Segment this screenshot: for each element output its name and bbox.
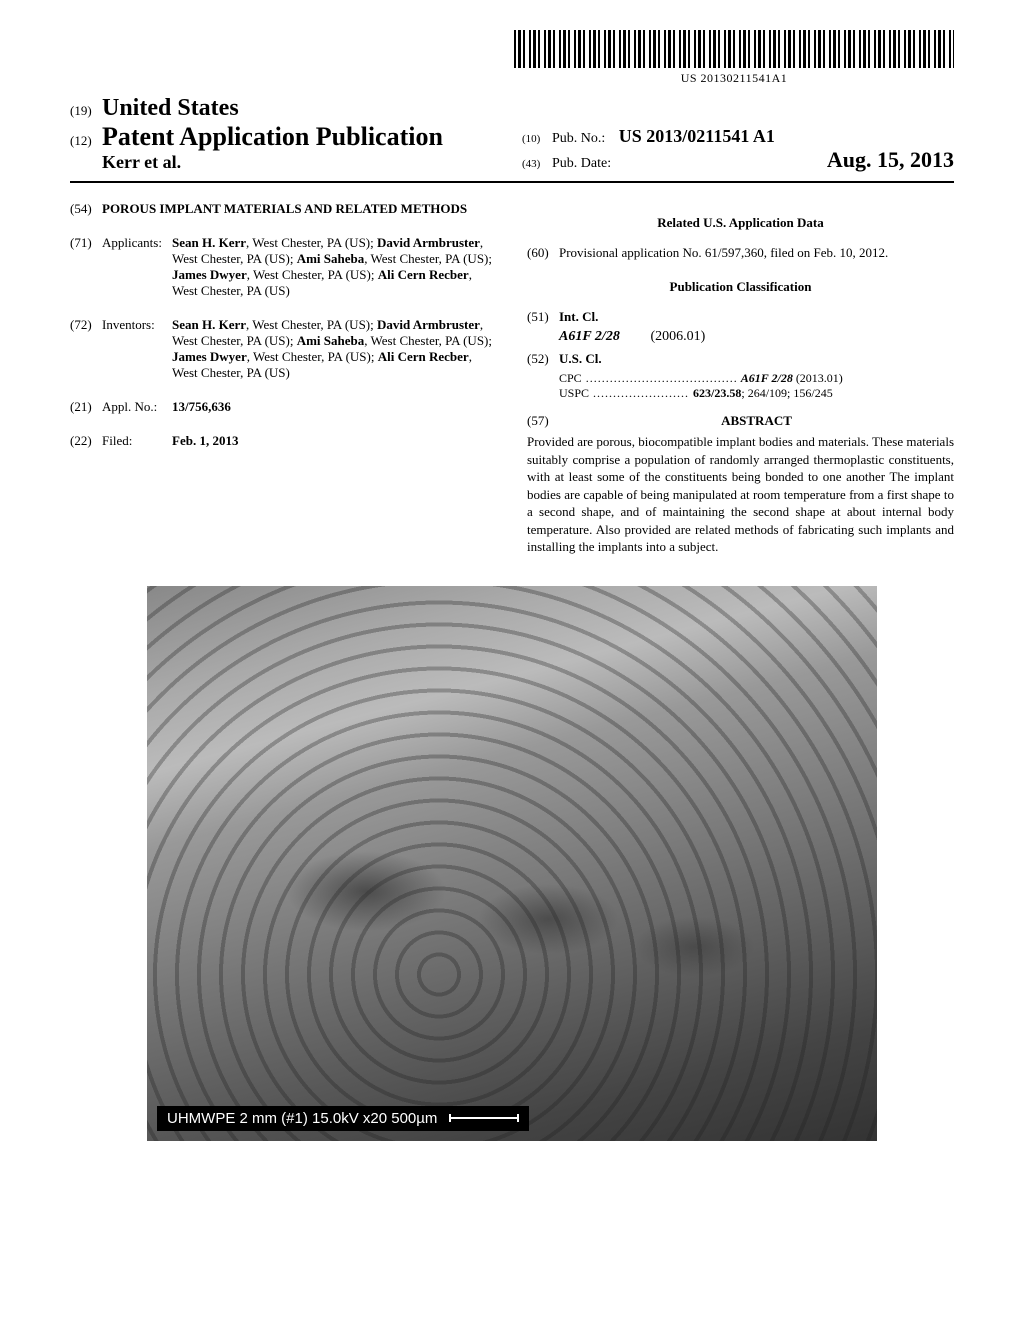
uspc-dots: ........................ <box>589 386 693 400</box>
us-cl-label: U.S. Cl. <box>559 351 602 367</box>
content-columns: (54) POROUS IMPLANT MATERIALS AND RELATE… <box>70 201 954 556</box>
int-cl-row: (51) Int. Cl. <box>527 309 954 325</box>
header-section: (19)United States (12)Patent Application… <box>70 95 954 183</box>
cpc-value: A61F 2/28 <box>741 371 793 385</box>
pub-date-value: Aug. 15, 2013 <box>827 147 954 173</box>
header-left: (19)United States (12)Patent Application… <box>70 95 502 173</box>
pub-no-value: US 2013/0211541 A1 <box>619 126 775 146</box>
appl-no-value: 13/756,636 <box>172 399 497 415</box>
applicants-list: Sean H. Kerr, West Chester, PA (US); Dav… <box>172 235 497 299</box>
pub-date-number: (43) <box>522 158 552 170</box>
appl-no-row: (21) Appl. No.: 13/756,636 <box>70 399 497 415</box>
filed-label: Filed: <box>102 433 172 449</box>
country-name: United States <box>102 95 239 121</box>
uspc-line: USPC ........................ 623/23.58;… <box>527 386 954 401</box>
pub-date-label: Pub. Date: <box>552 156 611 171</box>
barcode-bars <box>514 30 954 68</box>
uspc-prefix: USPC <box>559 386 589 400</box>
patent-title: POROUS IMPLANT MATERIALS AND RELATED MET… <box>102 201 497 217</box>
inventors-num: (72) <box>70 317 102 381</box>
filed-num: (22) <box>70 433 102 449</box>
inventors-list: Sean H. Kerr, West Chester, PA (US); Dav… <box>172 317 497 381</box>
filed-value: Feb. 1, 2013 <box>172 433 497 449</box>
uspc-value: 623/23.58 <box>693 386 741 400</box>
title-row: (54) POROUS IMPLANT MATERIALS AND RELATE… <box>70 201 497 217</box>
pub-no-number: (10) <box>522 133 552 145</box>
title-num: (54) <box>70 201 102 217</box>
pub-type: Patent Application Publication <box>102 122 443 151</box>
related-heading: Related U.S. Application Data <box>527 215 954 231</box>
int-cl-code-row: A61F 2/28 (2006.01) <box>527 329 954 345</box>
header-right: (10)Pub. No.: US 2013/0211541 A1 (43)Pub… <box>502 126 954 173</box>
int-cl-year: (2006.01) <box>651 329 706 345</box>
pub-type-line: (12)Patent Application Publication <box>70 122 502 152</box>
filed-row: (22) Filed: Feb. 1, 2013 <box>70 433 497 449</box>
uspc-extra: ; 264/109; 156/245 <box>741 386 832 400</box>
cpc-dots: ...................................... <box>582 371 738 385</box>
us-cl-row: (52) U.S. Cl. <box>527 351 954 367</box>
classification-heading: Publication Classification <box>527 279 954 295</box>
us-cl-num: (52) <box>527 351 559 367</box>
cpc-year: (2013.01) <box>793 371 843 385</box>
country-number: (19) <box>70 103 102 119</box>
left-column: (54) POROUS IMPLANT MATERIALS AND RELATE… <box>70 201 497 556</box>
barcode: US 20130211541A1 <box>514 30 954 86</box>
provisional-num: (60) <box>527 245 559 261</box>
barcode-number: US 20130211541A1 <box>514 71 954 86</box>
appl-no-label: Appl. No.: <box>102 399 172 415</box>
int-cl-code: A61F 2/28 <box>527 329 647 345</box>
barcode-area: US 20130211541A1 <box>70 30 954 87</box>
scale-bar-icon <box>449 1117 519 1119</box>
provisional-text: Provisional application No. 61/597,360, … <box>559 245 954 261</box>
cpc-line: CPC ....................................… <box>527 371 954 386</box>
applicants-num: (71) <box>70 235 102 299</box>
abstract-num: (57) <box>527 413 559 429</box>
appl-no-num: (21) <box>70 399 102 415</box>
pub-no-line: (10)Pub. No.: US 2013/0211541 A1 <box>522 126 954 147</box>
figure-caption-text: UHMWPE 2 mm (#1) 15.0kV x20 500µm <box>167 1110 437 1127</box>
applicants-row: (71) Applicants: Sean H. Kerr, West Ches… <box>70 235 497 299</box>
abstract-heading: ABSTRACT <box>559 413 954 429</box>
pub-date-line: (43)Pub. Date: Aug. 15, 2013 <box>522 147 954 173</box>
author-header: Kerr et al. <box>70 152 502 173</box>
country-line: (19)United States <box>70 95 502 122</box>
right-column: Related U.S. Application Data (60) Provi… <box>527 201 954 556</box>
applicants-label: Applicants: <box>102 235 172 299</box>
figure-caption-bar: UHMWPE 2 mm (#1) 15.0kV x20 500µm <box>157 1106 529 1131</box>
inventors-row: (72) Inventors: Sean H. Kerr, West Chest… <box>70 317 497 381</box>
int-cl-num: (51) <box>527 309 559 325</box>
abstract-text: Provided are porous, biocompatible impla… <box>527 433 954 556</box>
figure-area: UHMWPE 2 mm (#1) 15.0kV x20 500µm <box>70 586 954 1141</box>
figure-image: UHMWPE 2 mm (#1) 15.0kV x20 500µm <box>147 586 877 1141</box>
cpc-prefix: CPC <box>559 371 582 385</box>
pub-no-label: Pub. No.: <box>552 131 605 146</box>
int-cl-label: Int. Cl. <box>559 309 598 325</box>
provisional-row: (60) Provisional application No. 61/597,… <box>527 245 954 261</box>
inventors-label: Inventors: <box>102 317 172 381</box>
abstract-header-row: (57) ABSTRACT <box>527 413 954 429</box>
pub-type-number: (12) <box>70 133 102 149</box>
